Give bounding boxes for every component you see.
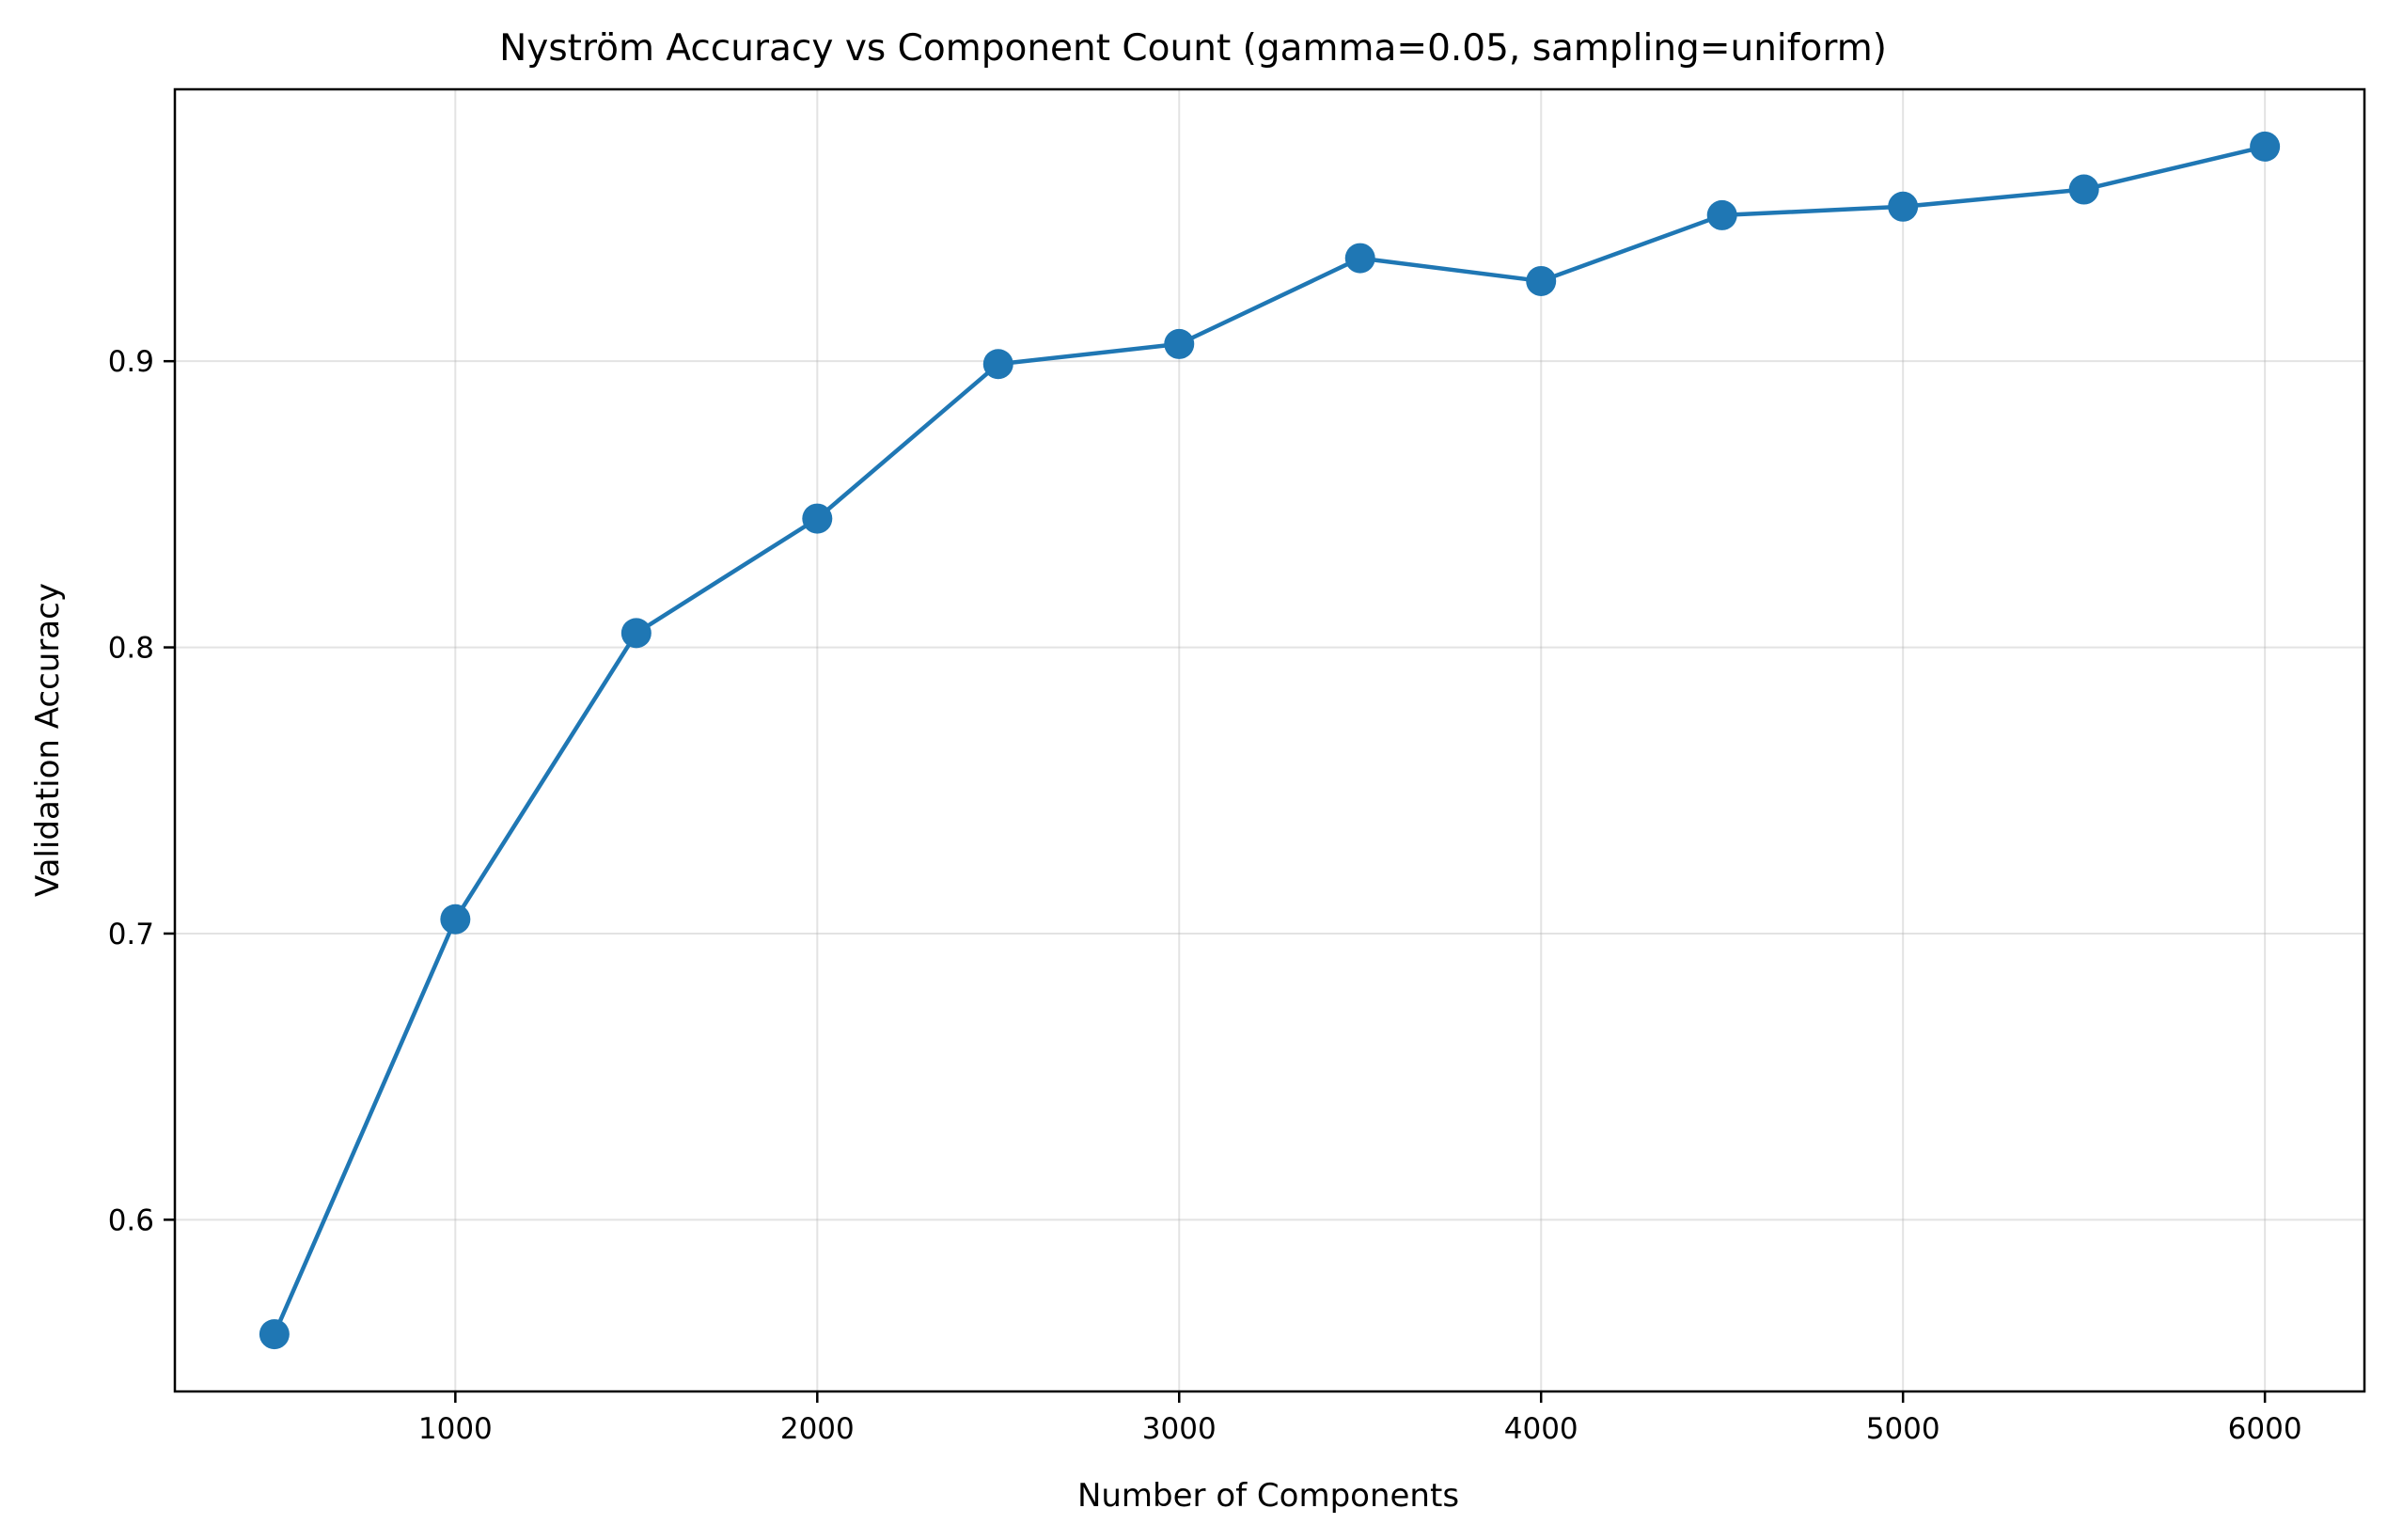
data-point [259, 1319, 290, 1350]
data-point [620, 618, 652, 649]
series-line [272, 144, 2268, 1337]
y-tick-label: 0.8 [108, 632, 154, 666]
data-point [1526, 265, 1557, 296]
data-point [1706, 199, 1737, 230]
x-tick-label: 6000 [2228, 1412, 2302, 1446]
x-tick-label: 3000 [1142, 1412, 1217, 1446]
x-tick-label: 4000 [1504, 1412, 1578, 1446]
chart-title: Nyström Accuracy vs Component Count (gam… [499, 27, 1887, 70]
plot-area-frame [173, 87, 2366, 1393]
y-tick-label: 0.9 [108, 345, 154, 379]
y-tick-label: 0.7 [108, 918, 154, 951]
data-point [2068, 174, 2099, 205]
x-tick-label: 5000 [1866, 1412, 1940, 1446]
series-layer [259, 131, 2281, 1350]
data-point [802, 503, 833, 534]
grid [175, 89, 2364, 1391]
data-point [1164, 328, 1195, 359]
x-tick-label: 1000 [418, 1412, 493, 1446]
y-axis-label: Validation Accuracy [29, 583, 67, 897]
data-point [1888, 191, 1919, 222]
axis-ticks: 1000 2000 3000 4000 5000 6000 0.6 0.7 0.8 0.9 [108, 345, 2302, 1446]
data-point [440, 904, 471, 935]
data-point [982, 349, 1013, 380]
data-point [2250, 131, 2281, 162]
data-point [1344, 243, 1375, 274]
x-axis-label: Number of Components [1077, 1477, 1459, 1515]
y-tick-label: 0.6 [108, 1203, 154, 1237]
x-tick-label: 2000 [780, 1412, 855, 1446]
